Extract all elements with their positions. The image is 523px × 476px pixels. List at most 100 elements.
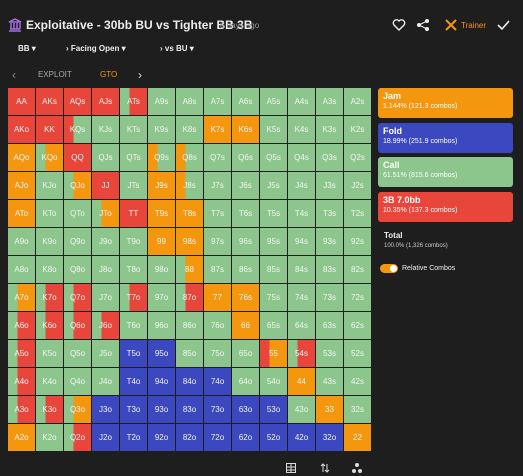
hand-cell[interactable]: 85o [176, 340, 203, 367]
hand-cell[interactable]: J2o [92, 424, 119, 451]
hand-cell[interactable]: 62s [344, 312, 371, 339]
hand-cell[interactable]: 54s [288, 340, 315, 367]
hand-cell[interactable]: J9o [92, 228, 119, 255]
hand-cell[interactable]: KK [36, 116, 63, 143]
hand-cell[interactable]: 75o [204, 340, 231, 367]
hand-cell[interactable]: J5o [92, 340, 119, 367]
hand-cell[interactable]: JTs [120, 172, 147, 199]
hand-cell[interactable]: K5o [36, 340, 63, 367]
hand-cell[interactable]: J5s [260, 172, 287, 199]
hand-cell[interactable]: Q8o [64, 256, 91, 283]
hand-cell[interactable]: Q7o [64, 284, 91, 311]
next-arrow[interactable]: › [138, 68, 142, 82]
hand-cell[interactable]: 95s [260, 228, 287, 255]
hand-cell[interactable]: 83s [316, 256, 343, 283]
hand-cell[interactable]: ATs [120, 88, 147, 115]
hand-cell[interactable]: AKs [36, 88, 63, 115]
hand-cell[interactable]: T3s [316, 200, 343, 227]
hand-cell[interactable]: QJs [92, 144, 119, 171]
hand-cell[interactable]: 87s [204, 256, 231, 283]
hand-cell[interactable]: 55 [260, 340, 287, 367]
hand-cell[interactable]: J2s [344, 172, 371, 199]
trainer-icon[interactable] [444, 18, 458, 32]
hand-cell[interactable]: 73o [204, 396, 231, 423]
hand-cell[interactable]: KJo [36, 172, 63, 199]
hand-cell[interactable]: 97o [148, 284, 175, 311]
hand-cell[interactable]: 64s [288, 312, 315, 339]
hand-cell[interactable]: 82s [344, 256, 371, 283]
prev-arrow[interactable]: ‹ [12, 68, 16, 82]
hand-cell[interactable]: Q6o [64, 312, 91, 339]
hand-cell[interactable]: T4o [120, 368, 147, 395]
toggle[interactable] [380, 264, 398, 273]
hand-cell[interactable]: K9s [148, 116, 175, 143]
hand-cell[interactable]: J3s [316, 172, 343, 199]
hand-cell[interactable]: A3s [316, 88, 343, 115]
hand-cell[interactable]: K2s [344, 116, 371, 143]
hand-cell[interactable]: T7s [204, 200, 231, 227]
hand-cell[interactable]: A6o [8, 312, 35, 339]
hand-cell[interactable]: 62o [232, 424, 259, 451]
hand-cell[interactable]: A2o [8, 424, 35, 451]
hand-cell[interactable]: J8o [92, 256, 119, 283]
hand-cell[interactable]: AJo [8, 172, 35, 199]
hand-cell[interactable]: T7o [120, 284, 147, 311]
hand-cell[interactable]: 96s [232, 228, 259, 255]
table-icon[interactable] [286, 463, 296, 473]
hand-cell[interactable]: K8o [36, 256, 63, 283]
hand-cell[interactable]: 64o [232, 368, 259, 395]
hand-cell[interactable]: 33 [316, 396, 343, 423]
hand-cell[interactable]: 95o [148, 340, 175, 367]
hand-cell[interactable]: Q2o [64, 424, 91, 451]
hand-cell[interactable]: KTs [120, 116, 147, 143]
heart-icon[interactable] [392, 18, 406, 32]
hand-cell[interactable]: 88 [176, 256, 203, 283]
hand-cell[interactable]: 43s [316, 368, 343, 395]
hand-cell[interactable]: J4o [92, 368, 119, 395]
hand-cell[interactable]: K3o [36, 396, 63, 423]
hand-cell[interactable]: Q4o [64, 368, 91, 395]
hand-cell[interactable]: 43o [288, 396, 315, 423]
hand-cell[interactable]: Q6s [232, 144, 259, 171]
hand-cell[interactable]: J3o [92, 396, 119, 423]
hand-cell[interactable]: 52s [344, 340, 371, 367]
hand-cell[interactable]: QTo [64, 200, 91, 227]
hand-cell[interactable]: K2o [36, 424, 63, 451]
hand-cell[interactable]: JJ [92, 172, 119, 199]
hand-cell[interactable]: A7s [204, 88, 231, 115]
hand-cell[interactable]: Q5s [260, 144, 287, 171]
hand-cell[interactable]: T6o [120, 312, 147, 339]
tab-active[interactable]: GTO [100, 70, 118, 79]
hand-cell[interactable]: 86o [176, 312, 203, 339]
hand-cell[interactable]: QQ [64, 144, 91, 171]
hand-cell[interactable]: 98o [148, 256, 175, 283]
hand-cell[interactable]: 53s [316, 340, 343, 367]
hand-cell[interactable]: Q3o [64, 396, 91, 423]
action-select[interactable]: › Facing Open ▾ [66, 44, 126, 53]
hand-cell[interactable]: 93o [148, 396, 175, 423]
hand-cell[interactable]: 98s [176, 228, 203, 255]
hand-cell[interactable]: ATo [8, 200, 35, 227]
hand-cell[interactable]: QJo [64, 172, 91, 199]
hand-cell[interactable]: K4o [36, 368, 63, 395]
hand-cell[interactable]: K6s [232, 116, 259, 143]
hand-cell[interactable]: 32o [316, 424, 343, 451]
hand-cell[interactable]: 85s [260, 256, 287, 283]
hand-cell[interactable]: 96o [148, 312, 175, 339]
hand-cell[interactable]: 92s [344, 228, 371, 255]
hand-cell[interactable]: A7o [8, 284, 35, 311]
sort-icon[interactable] [320, 463, 330, 473]
hand-cell[interactable]: A3o [8, 396, 35, 423]
hand-cell[interactable]: JTo [92, 200, 119, 227]
hand-cell[interactable]: 94o [148, 368, 175, 395]
hand-cell[interactable]: QTs [120, 144, 147, 171]
hand-cell[interactable]: 97s [204, 228, 231, 255]
hand-cell[interactable]: 66 [232, 312, 259, 339]
hand-cell[interactable]: A8o [8, 256, 35, 283]
hand-cell[interactable]: T3o [120, 396, 147, 423]
hand-cell[interactable]: 53o [260, 396, 287, 423]
hand-cell[interactable]: 77 [204, 284, 231, 311]
hand-cell[interactable]: 74s [288, 284, 315, 311]
tab[interactable]: EXPLOIT [38, 70, 72, 79]
hand-cell[interactable]: KQs [64, 116, 91, 143]
